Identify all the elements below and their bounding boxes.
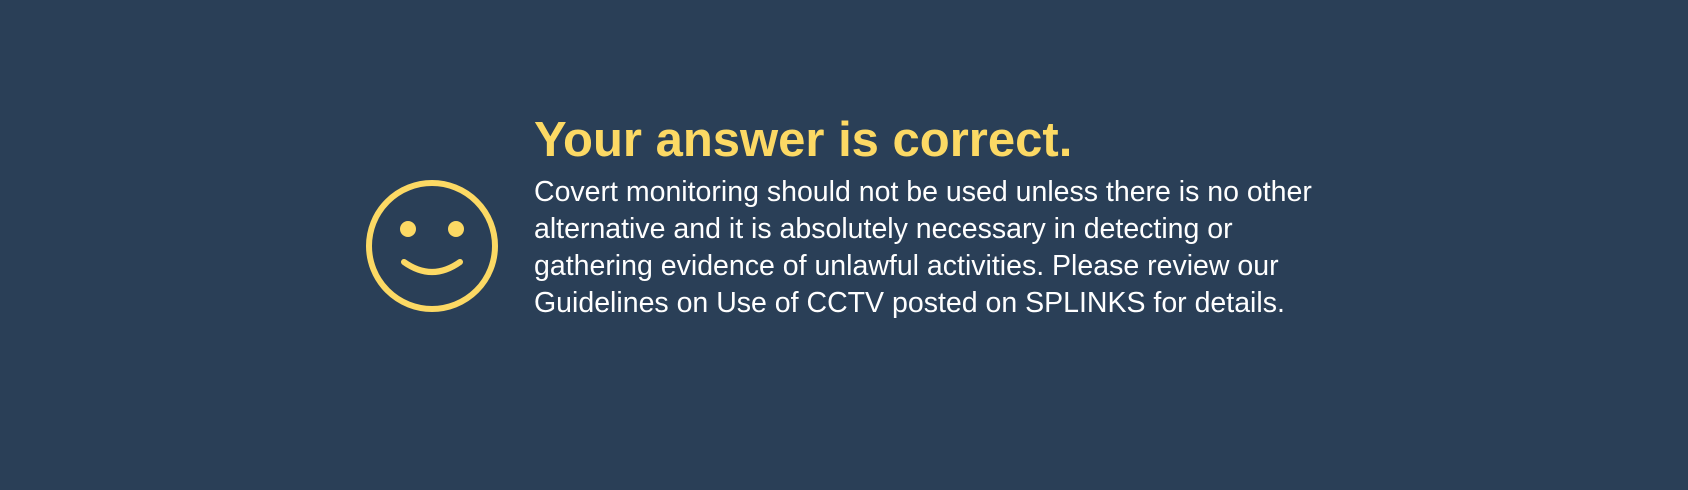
feedback-message: Covert monitoring should not be used unl…	[534, 176, 1312, 319]
feedback-text-block: Your answer is correct. Covert monitorin…	[534, 110, 1354, 322]
feedback-title: Your answer is correct.	[534, 113, 1073, 167]
smiley-face-icon	[364, 178, 500, 314]
